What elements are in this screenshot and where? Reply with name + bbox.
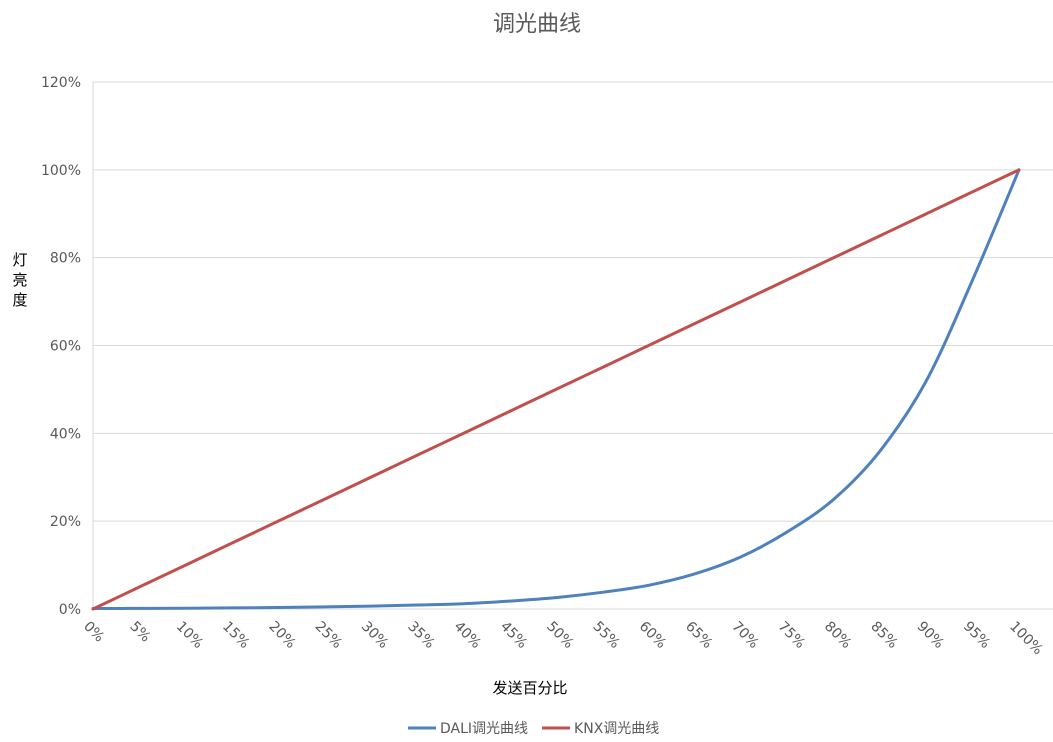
x-tick-label: 55%	[589, 619, 622, 652]
x-tick-label: 85%	[867, 619, 900, 652]
x-tick-label: 100%	[1006, 619, 1046, 659]
x-tick-label: 25%	[312, 619, 345, 652]
chart-title: 调光曲线	[493, 12, 581, 37]
x-tick-label: 30%	[358, 619, 391, 652]
x-tick-label: 90%	[914, 619, 947, 652]
y-tick-label: 0%	[59, 602, 81, 618]
x-tick-label: 35%	[404, 619, 437, 652]
y-tick-label: 100%	[41, 163, 81, 179]
legend: DALI调光曲线 KNX调光曲线	[408, 721, 659, 737]
y-axis-label: 灯亮度	[12, 251, 27, 309]
gridlines	[92, 81, 1053, 610]
y-tick-label: 40%	[50, 426, 81, 442]
series-line-0	[91, 168, 1021, 611]
y-axis-ticks: 0% 20% 40% 60% 80% 100% 120%	[41, 75, 81, 618]
legend-label-1: KNX调光曲线	[574, 721, 659, 737]
x-tick-label: 15%	[219, 619, 252, 652]
x-tick-label: 40%	[451, 619, 484, 652]
x-axis-label: 发送百分比	[492, 679, 567, 697]
legend-label-0: DALI调光曲线	[440, 721, 528, 737]
x-axis-ticks: 0% 5% 10% 15% 20% 25% 30% 35% 40% 45% 50% 55% 60% 65%…	[80, 619, 1046, 659]
y-tick-label: 60%	[50, 339, 81, 355]
x-tick-label: 70%	[728, 619, 761, 652]
x-tick-label: 80%	[821, 619, 854, 652]
y-tick-label: 80%	[50, 251, 81, 267]
x-tick-label: 10%	[173, 619, 206, 652]
x-tick-label: 5%	[126, 619, 153, 646]
x-tick-label: 45%	[497, 619, 530, 652]
y-tick-label: 20%	[50, 514, 81, 530]
x-tick-label: 0%	[80, 619, 107, 646]
x-tick-label: 75%	[775, 619, 808, 652]
x-tick-label: 20%	[265, 619, 298, 652]
x-tick-label: 95%	[960, 619, 993, 652]
x-tick-label: 60%	[636, 619, 669, 652]
series-lines	[91, 168, 1021, 611]
y-tick-label: 120%	[41, 75, 81, 91]
series-line-1	[91, 168, 1021, 611]
x-tick-label: 65%	[682, 619, 715, 652]
x-tick-label: 50%	[543, 619, 576, 652]
